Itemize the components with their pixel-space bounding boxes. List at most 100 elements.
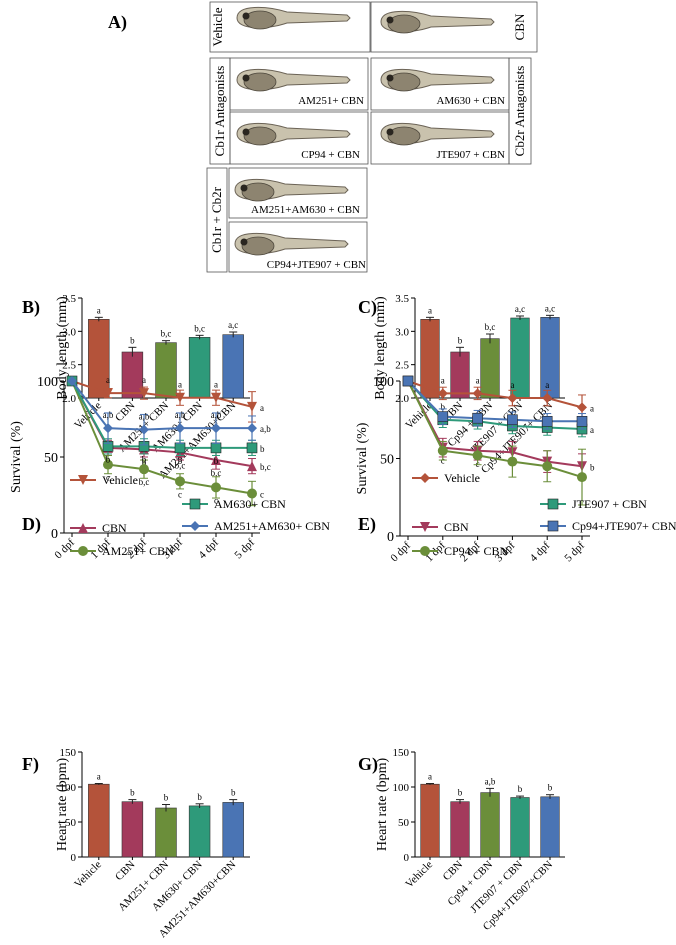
- significance-letter: b: [130, 788, 135, 798]
- y-axis-label: Heart rate (bpm): [55, 758, 70, 852]
- significance-letter: b: [231, 788, 236, 798]
- larva-image-cp94-jte907: [234, 232, 349, 256]
- larva-yolk: [241, 182, 275, 202]
- data-point: [67, 376, 77, 386]
- am251-am630-frame: [228, 167, 368, 219]
- cp94-jte907-caption: CP94+JTE907 + CBN: [267, 259, 366, 271]
- data-point: [103, 459, 113, 470]
- significance-letter: c: [106, 473, 110, 483]
- y-tick-label: 0: [387, 530, 394, 545]
- y-axis-label: Survival (%): [355, 422, 370, 494]
- significance-letter: c: [441, 456, 445, 466]
- significance-letter: a: [428, 772, 432, 782]
- bar: [540, 317, 560, 399]
- bar: [480, 338, 500, 399]
- y-tick-label: 100: [393, 782, 410, 794]
- data-point: [246, 442, 258, 454]
- x-tick-label: CBN: [441, 859, 466, 884]
- y-tick-label: 0: [404, 852, 410, 864]
- x-tick-label: 4 dpf: [196, 536, 221, 561]
- data-point: [577, 402, 587, 413]
- larva-yolk: [243, 10, 277, 30]
- am251-caption: AM251+ CBN: [298, 95, 364, 107]
- y-tick-label: 3.0: [62, 326, 76, 338]
- significance-letter: a,b: [175, 410, 186, 420]
- data-point: [211, 482, 221, 493]
- significance-letter: a,c: [515, 304, 525, 314]
- cp94-frame: [229, 111, 369, 165]
- panel-a: A) Vehicle CBN Cb1r Antagonists AM251+ C…: [108, 1, 538, 273]
- larva-yolk: [243, 126, 277, 146]
- am251-am630-caption: AM251+AM630 + CBN: [251, 204, 360, 216]
- significance-letter: a: [441, 375, 445, 385]
- larva-yolk: [241, 236, 275, 256]
- x-tick-label: Vehicle: [72, 859, 104, 891]
- y-tick-label: 2.0: [62, 393, 76, 405]
- series-line: [407, 380, 583, 479]
- significance-letter: b: [106, 454, 111, 464]
- data-point: [175, 423, 185, 434]
- data-point: [175, 476, 185, 487]
- cbn-side-label: CBN: [512, 13, 527, 40]
- significance-letter: a,b: [103, 410, 114, 420]
- series-line: [407, 380, 583, 431]
- significance-letter: a: [590, 403, 594, 413]
- x-tick-label: JTE907 + CBN: [468, 859, 525, 916]
- significance-letter: a: [545, 380, 549, 390]
- cb2r-group-frame: [508, 57, 532, 165]
- data-point: [420, 473, 430, 483]
- panel-label: E): [358, 514, 376, 535]
- y-tick-label: 100: [37, 375, 58, 390]
- larva-image-cbn: [380, 10, 495, 34]
- am630-caption: AM630 + CBN: [436, 95, 505, 107]
- panel-label: F): [22, 754, 39, 775]
- bar: [540, 796, 560, 858]
- legend-label: AM251+AM630+ CBN: [214, 519, 330, 533]
- legend-label: CBN: [444, 520, 469, 534]
- legend-label: Vehicle: [444, 471, 480, 485]
- vehicle-frame: [209, 1, 371, 53]
- bar: [450, 801, 470, 858]
- series-line: [407, 380, 582, 423]
- significance-letter: b,c: [175, 460, 186, 470]
- larva-eye: [386, 16, 394, 24]
- jte907-caption: JTE907 + CBN: [436, 149, 505, 161]
- data-point: [472, 388, 483, 399]
- bar: [188, 805, 211, 858]
- larva-image-cp94: [236, 122, 351, 146]
- significance-letter: a,b: [485, 776, 496, 786]
- significance-letter: a: [260, 403, 264, 413]
- significance-letter: b: [458, 335, 463, 345]
- larva-eye: [386, 128, 394, 136]
- bar: [88, 319, 110, 399]
- data-point: [247, 461, 257, 472]
- y-tick-label: 0: [71, 852, 77, 864]
- larva-yolk: [387, 72, 421, 92]
- significance-letter: a: [510, 380, 514, 390]
- bar: [121, 351, 144, 399]
- significance-letter: b: [164, 793, 169, 803]
- significance-letter: b,c: [139, 477, 150, 487]
- significance-letter: a,c: [545, 303, 555, 313]
- bar: [450, 351, 470, 399]
- significance-letter: c: [214, 495, 218, 505]
- am251-frame: [229, 57, 369, 111]
- data-point: [437, 445, 448, 456]
- larva-image-am251: [236, 68, 351, 92]
- y-tick-label: 3.5: [62, 293, 76, 305]
- data-point: [78, 523, 88, 533]
- data-point: [190, 521, 200, 531]
- data-point: [472, 412, 483, 424]
- combo-group-label: Cb1r + Cb2r: [209, 186, 224, 253]
- data-point: [103, 423, 113, 434]
- legend-label: AM251+ CBN: [102, 544, 174, 558]
- significance-letter: b,c: [194, 323, 205, 333]
- bar: [121, 801, 144, 858]
- data-point: [247, 423, 257, 434]
- series-line: [71, 380, 252, 449]
- significance-letter: b: [260, 444, 265, 454]
- legend-label: JTE907 + CBN: [572, 497, 647, 511]
- legend-label: Cp94+JTE907+ CBN: [572, 519, 676, 533]
